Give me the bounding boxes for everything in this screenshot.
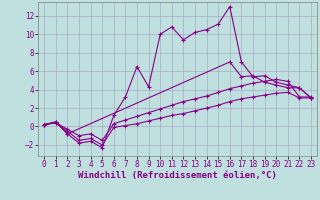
X-axis label: Windchill (Refroidissement éolien,°C): Windchill (Refroidissement éolien,°C) [78,171,277,180]
